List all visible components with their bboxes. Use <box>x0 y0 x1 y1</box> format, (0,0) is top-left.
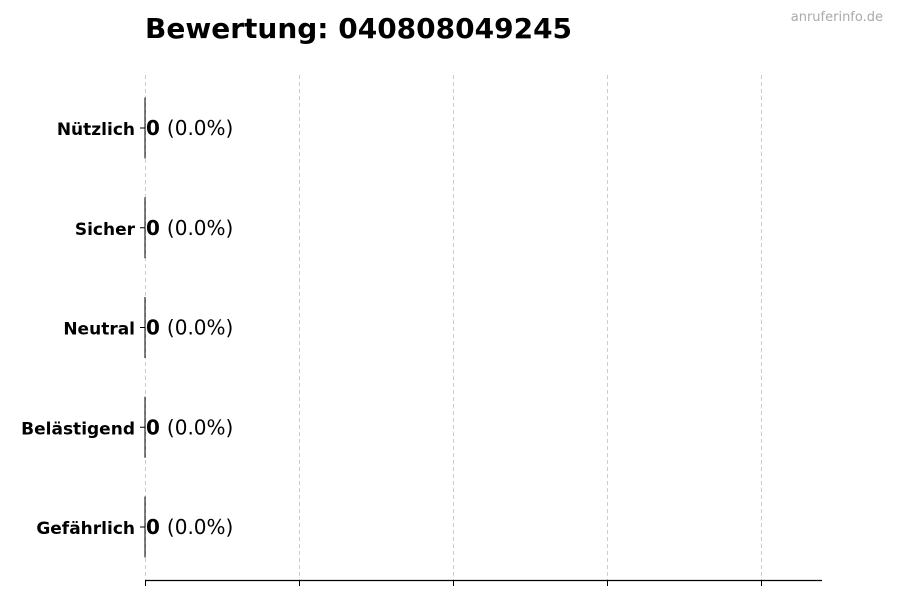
data-label-count: 0 <box>146 216 160 240</box>
y-tick-label: Nützlich <box>57 120 135 140</box>
y-tick-label: Neutral <box>63 320 135 340</box>
data-label-count: 0 <box>146 316 160 340</box>
data-label-percent: (0.0%) <box>167 316 233 340</box>
data-label-percent: (0.0%) <box>167 216 233 240</box>
data-label: 0 (0.0%) <box>146 216 233 240</box>
data-label-count: 0 <box>146 515 160 539</box>
y-tick-label: Belästigend <box>21 419 135 439</box>
data-label-percent: (0.0%) <box>167 515 233 539</box>
data-label: 0 (0.0%) <box>146 415 233 439</box>
data-label-percent: (0.0%) <box>167 116 233 140</box>
data-label: 0 (0.0%) <box>146 316 233 340</box>
data-label-count: 0 <box>146 116 160 140</box>
data-label: 0 (0.0%) <box>146 116 233 140</box>
y-tick-label: Sicher <box>75 220 136 240</box>
data-label-percent: (0.0%) <box>167 415 233 439</box>
y-tick-label: Gefährlich <box>36 519 135 539</box>
watermark: anruferinfo.de <box>790 10 883 25</box>
data-label: 0 (0.0%) <box>146 515 233 539</box>
chart-title: Bewertung: 040808049245 <box>145 12 573 45</box>
data-label-count: 0 <box>146 415 160 439</box>
